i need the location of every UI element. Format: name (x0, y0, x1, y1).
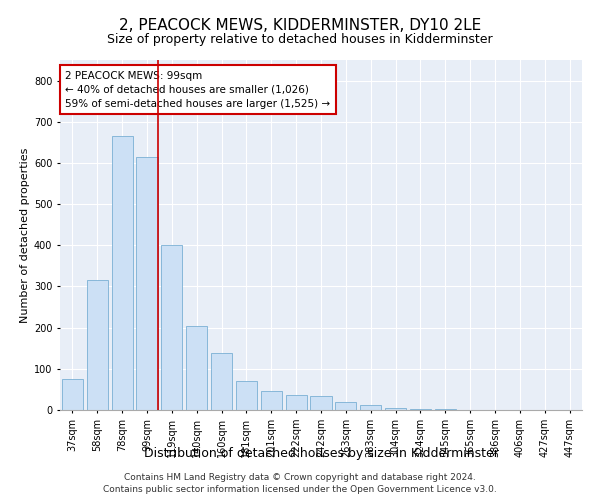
Bar (335, 402, 356, 410)
Text: Size of property relative to detached houses in Kidderminster: Size of property relative to detached ho… (107, 32, 493, 46)
Bar (410, 409, 431, 410)
Y-axis label: Number of detached properties: Number of detached properties (20, 148, 29, 322)
Bar (112, 136, 133, 410)
Bar (236, 381, 257, 410)
Text: Distribution of detached houses by size in Kidderminster: Distribution of detached houses by size … (143, 448, 499, 460)
Text: Contains public sector information licensed under the Open Government Licence v3: Contains public sector information licen… (103, 485, 497, 494)
Bar (385, 408, 406, 410)
Bar (161, 246, 182, 410)
Text: 2, PEACOCK MEWS, KIDDERMINSTER, DY10 2LE: 2, PEACOCK MEWS, KIDDERMINSTER, DY10 2LE (119, 18, 481, 32)
Text: Contains HM Land Registry data © Crown copyright and database right 2024.: Contains HM Land Registry data © Crown c… (124, 472, 476, 482)
Bar (87, 280, 108, 410)
Bar (360, 405, 381, 410)
Bar (286, 395, 307, 410)
Text: 2 PEACOCK MEWS: 99sqm
← 40% of detached houses are smaller (1,026)
59% of semi-d: 2 PEACOCK MEWS: 99sqm ← 40% of detached … (65, 70, 331, 108)
Bar (261, 390, 282, 410)
Bar (62, 379, 83, 410)
Bar (211, 353, 232, 410)
Bar (435, 409, 456, 410)
Bar (310, 396, 332, 410)
Bar (186, 326, 207, 410)
Bar (136, 157, 158, 410)
